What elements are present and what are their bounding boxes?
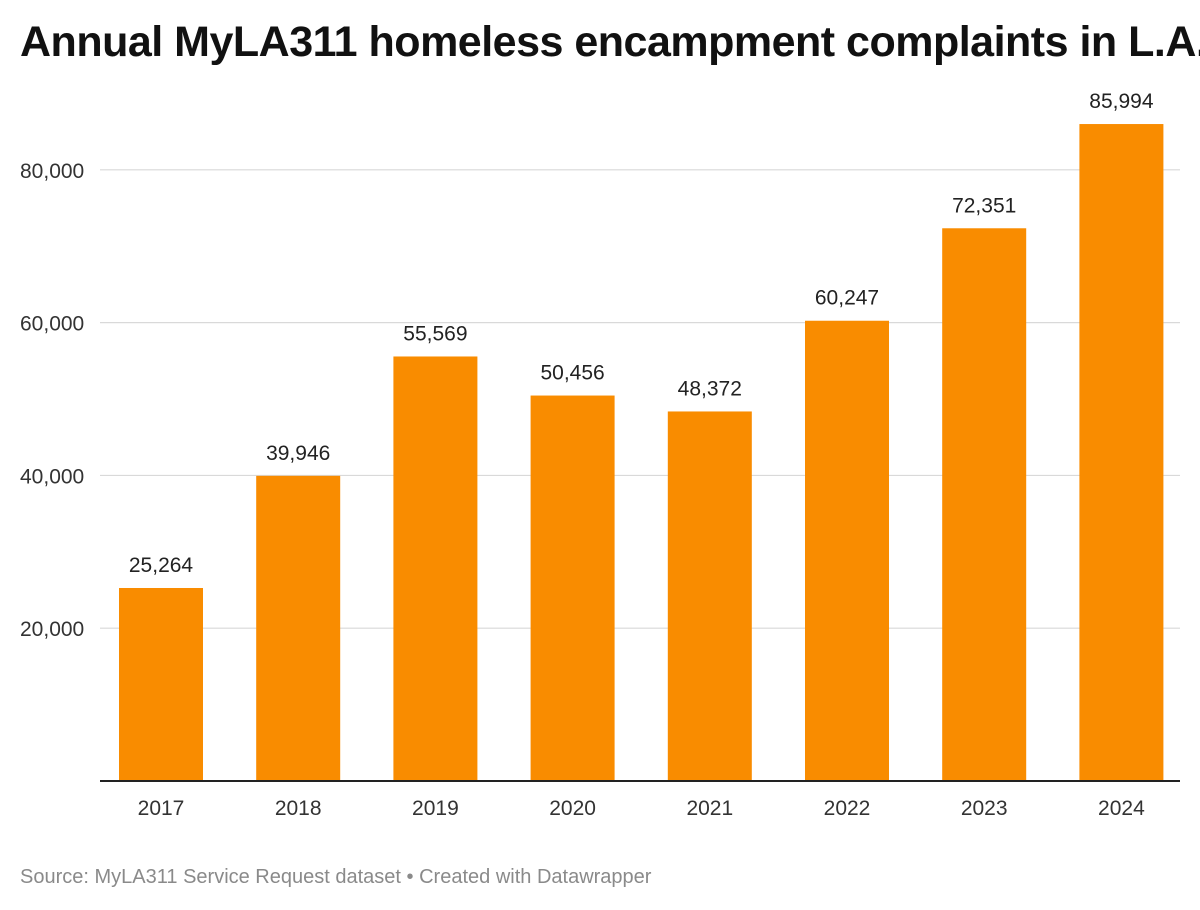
bar-value-label: 25,264 <box>129 554 194 577</box>
bar <box>942 228 1027 781</box>
bar-value-label: 50,456 <box>540 362 604 385</box>
y-tick-label: 60,000 <box>20 313 84 336</box>
x-tick-label: 2023 <box>961 797 1008 820</box>
bar-value-label: 60,247 <box>815 287 879 310</box>
source-separator: • <box>406 866 414 888</box>
bar <box>667 411 752 781</box>
bar <box>530 395 615 781</box>
bar <box>393 356 478 781</box>
bar-value-label: 72,351 <box>952 194 1016 217</box>
y-tick-label: 80,000 <box>20 160 84 183</box>
source-dataset: MyLA311 Service Request dataset <box>94 866 401 888</box>
bar <box>1079 124 1164 781</box>
x-tick-label: 2021 <box>686 797 733 820</box>
x-tick-label: 2017 <box>138 797 185 820</box>
bar-value-label: 39,946 <box>266 442 330 465</box>
y-tick-label: 40,000 <box>20 465 84 488</box>
bar-value-label: 48,372 <box>678 377 742 400</box>
x-tick-label: 2024 <box>1098 797 1145 820</box>
chart-title: Annual MyLA311 homeless encampment compl… <box>20 18 1200 66</box>
source-footer: Source: MyLA311 Service Request dataset … <box>20 866 651 889</box>
bar <box>805 320 889 781</box>
x-tick-label: 2022 <box>824 797 871 820</box>
x-tick-label: 2019 <box>412 797 459 820</box>
datawrapper-credit: Created with Datawrapper <box>419 866 652 888</box>
bar-value-label: 55,569 <box>403 322 467 345</box>
bar <box>256 475 341 781</box>
x-tick-label: 2018 <box>275 797 322 820</box>
x-tick-label: 2020 <box>549 797 596 820</box>
source-label: Source: <box>20 866 89 888</box>
bar <box>119 587 203 781</box>
bar-value-label: 85,994 <box>1089 90 1154 113</box>
y-tick-label: 20,000 <box>20 618 84 641</box>
